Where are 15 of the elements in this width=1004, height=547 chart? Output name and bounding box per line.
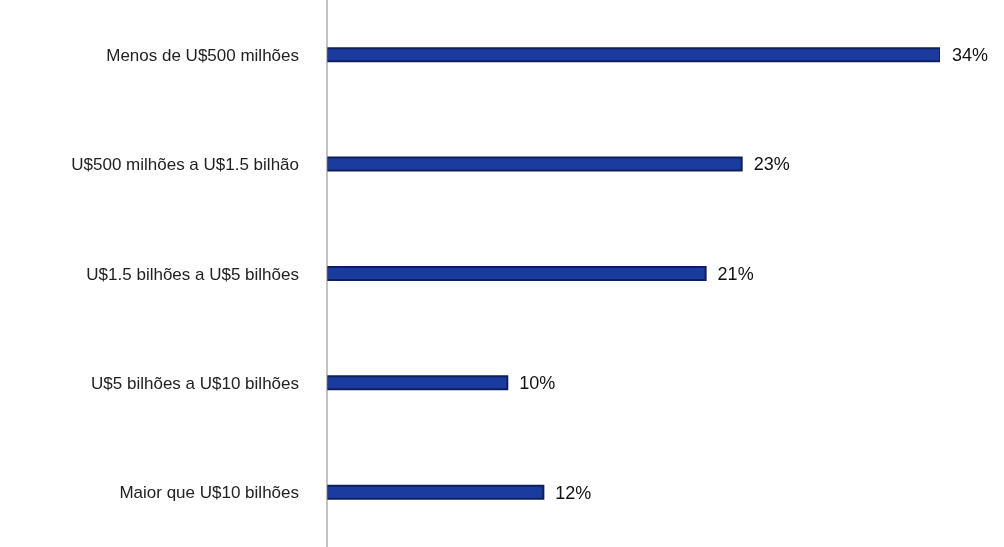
data-label: 12% [555,482,592,503]
y-tick-label: Maior que U$10 bilhões [119,483,299,503]
bar [327,375,509,391]
data-label: 34% [952,45,989,66]
y-tick-label: U$500 milhões a U$1.5 bilhão [71,155,299,175]
y-tick-label: Menos de U$500 milhões [106,45,299,65]
bar [327,156,743,172]
data-label: 23% [753,154,790,175]
data-label: 21% [717,263,754,284]
y-tick-label: U$1.5 bilhões a U$5 bilhões [86,264,299,284]
data-label: 10% [519,373,556,394]
bar [327,47,940,63]
bar [327,484,545,500]
y-tick-label: U$5 bilhões a U$10 bilhões [91,373,299,393]
bar [327,265,707,281]
